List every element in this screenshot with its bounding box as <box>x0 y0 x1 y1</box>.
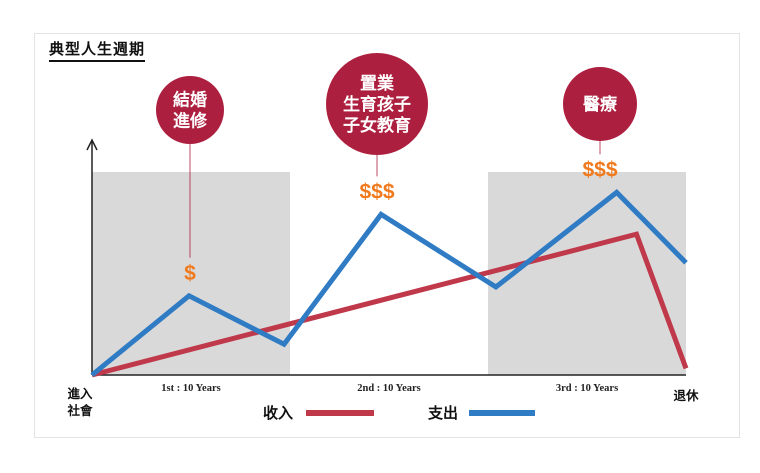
expense-dollar-sign-3: $$$ <box>582 158 617 181</box>
legend-income-swatch <box>306 410 374 416</box>
bubble-2-line-2: 生育孩子 <box>343 94 411 115</box>
event-bubble-2 <box>326 53 428 155</box>
shaded-period-2 <box>488 172 686 375</box>
bubble-2-line-3: 子女教育 <box>343 115 411 136</box>
legend-expense-label: 支出 <box>427 404 458 422</box>
x-tick-label-2: 2nd : 10 Years <box>357 383 421 394</box>
shaded-period-1 <box>92 172 290 375</box>
legend-income-label: 收入 <box>263 404 293 422</box>
y-axis-arrow <box>86 138 98 151</box>
event-bubble-3 <box>563 67 637 141</box>
expense-dollar-sign-2: $$$ <box>359 180 394 203</box>
legend-expense-swatch <box>469 410 535 416</box>
series-line-expense <box>90 189 688 377</box>
event-bubble-1 <box>156 76 224 144</box>
bubble-3-line-1: 醫療 <box>583 94 618 115</box>
end-label: 退休 <box>673 388 699 403</box>
series-line-income <box>91 231 689 378</box>
bubble-1-line-2: 進修 <box>173 111 208 132</box>
bubble-1-line-1: 結婚 <box>173 90 207 111</box>
x-tick-label-3: 3rd : 10 Years <box>556 383 618 394</box>
bubble-2-line-1: 置業 <box>360 73 394 94</box>
start-label-line-1: 進入 <box>67 386 93 401</box>
x-tick-label-1: 1st : 10 Years <box>161 383 220 394</box>
start-label-line-2: 社會 <box>66 403 93 418</box>
chart-title: 典型人生週期 <box>49 38 146 62</box>
expense-dollar-sign-1: $ <box>184 262 196 285</box>
